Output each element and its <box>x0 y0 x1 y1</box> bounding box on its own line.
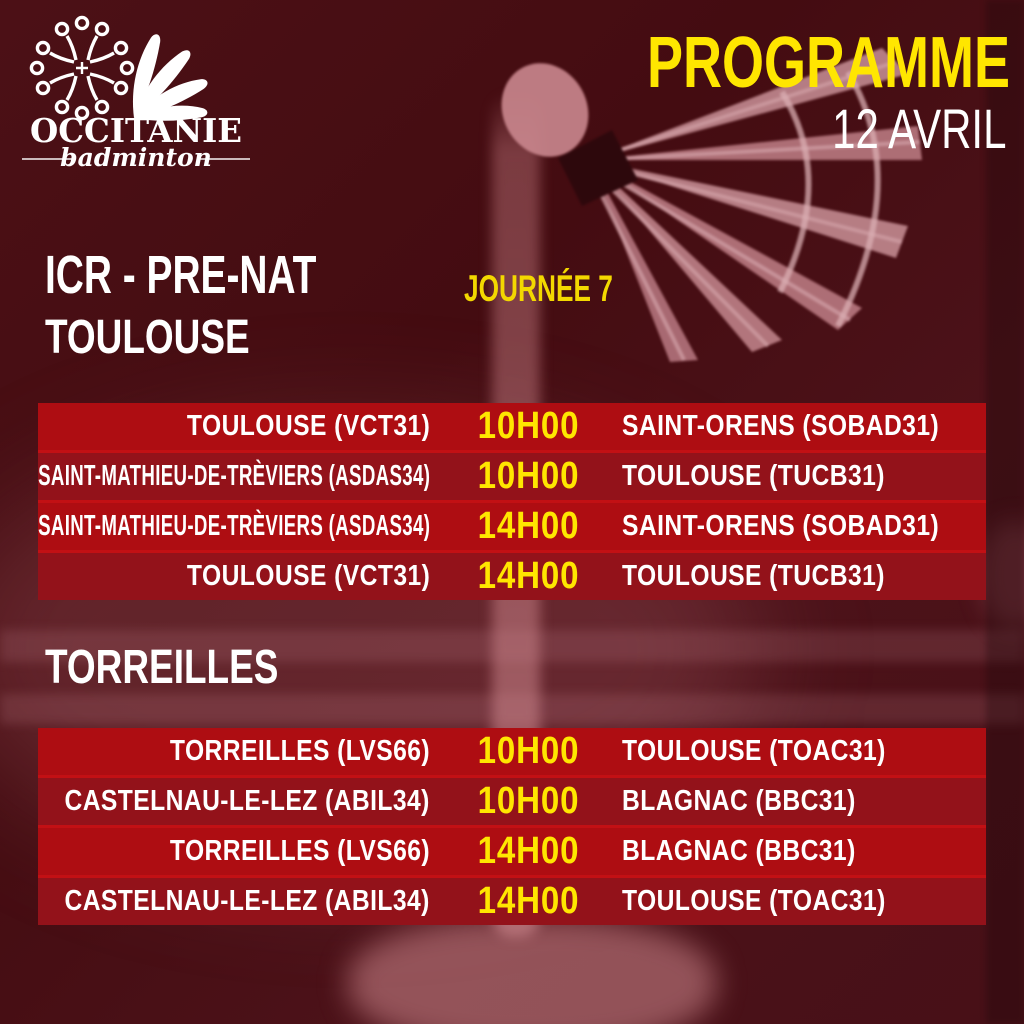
match-row: TOULOUSE (VCT31) 14H00 TOULOUSE (TUCB31) <box>38 553 986 600</box>
home-team-cell: SAINT-MATHIEU-DE-TRÈVIERS (ASDAS34) <box>38 460 430 492</box>
away-team-cell: SAINT-ORENS (SOBAD31) <box>622 410 940 442</box>
blurred-background-shape <box>980 520 1024 630</box>
shuttle-fan-icon <box>132 34 208 121</box>
time-cell: 10H00 <box>477 780 579 822</box>
time-cell: 10H00 <box>477 405 579 447</box>
away-team-cell: TOULOUSE (TUCB31) <box>622 560 885 592</box>
home-team-cell: TOULOUSE (VCT31) <box>186 560 430 592</box>
away-team-cell: TOULOUSE (TOAC31) <box>622 735 886 767</box>
away-team-cell: TOULOUSE (TUCB31) <box>622 460 885 492</box>
venue-heading-torreilles: TORREILLES <box>45 641 279 694</box>
home-team-cell: CASTELNAU-LE-LEZ (ABIL34) <box>64 785 430 817</box>
logo-title: OCCITANIE <box>30 111 242 150</box>
match-row: SAINT-MATHIEU-DE-TRÈVIERS (ASDAS34) 14H0… <box>38 503 986 550</box>
blurred-foreground-shape <box>348 918 716 1024</box>
away-team-cell: SAINT-ORENS (SOBAD31) <box>622 510 940 542</box>
time-cell: 14H00 <box>477 505 579 547</box>
time-cell: 14H00 <box>477 555 579 597</box>
match-row: SAINT-MATHIEU-DE-TRÈVIERS (ASDAS34) 10H0… <box>38 453 986 500</box>
occitanie-badminton-logo: OCCITANIE badminton <box>22 15 250 172</box>
home-team-cell: TOULOUSE (VCT31) <box>186 410 430 442</box>
time-cell: 10H00 <box>477 455 579 497</box>
home-team-cell: CASTELNAU-LE-LEZ (ABIL34) <box>64 885 430 917</box>
match-row: CASTELNAU-LE-LEZ (ABIL34) 10H00 BLAGNAC … <box>38 778 986 825</box>
match-row: CASTELNAU-LE-LEZ (ABIL34) 14H00 TOULOUSE… <box>38 878 986 925</box>
away-team-cell: BLAGNAC (BBC31) <box>622 835 856 867</box>
time-cell: 10H00 <box>477 730 579 772</box>
match-table-torreilles: TORREILLES (LVS66) 10H00 TOULOUSE (TOAC3… <box>38 728 986 925</box>
match-row: TORREILLES (LVS66) 10H00 TOULOUSE (TOAC3… <box>38 728 986 775</box>
logo-subtitle: badminton <box>60 143 212 172</box>
time-cell: 14H00 <box>477 830 579 872</box>
header-date: 12 AVRIL <box>831 97 1006 160</box>
time-cell: 14H00 <box>477 880 579 922</box>
home-team-cell: TORREILLES (LVS66) <box>169 735 430 767</box>
match-table-toulouse: TOULOUSE (VCT31) 10H00 SAINT-ORENS (SOBA… <box>38 403 986 600</box>
header-title: PROGRAMME <box>647 23 1010 103</box>
home-team-cell: TORREILLES (LVS66) <box>169 835 430 867</box>
occitan-cross-icon <box>29 15 135 121</box>
match-row: TOULOUSE (VCT31) 10H00 SAINT-ORENS (SOBA… <box>38 403 986 450</box>
venue-heading-toulouse: TOULOUSE <box>45 311 250 364</box>
away-team-cell: BLAGNAC (BBC31) <box>622 785 856 817</box>
home-team-cell: SAINT-MATHIEU-DE-TRÈVIERS (ASDAS34) <box>38 510 430 542</box>
away-team-cell: TOULOUSE (TOAC31) <box>622 885 886 917</box>
match-row: TORREILLES (LVS66) 14H00 BLAGNAC (BBC31) <box>38 828 986 875</box>
court-floor-line <box>0 694 1024 724</box>
competition-title: ICR - PRE-NAT <box>45 245 317 305</box>
journee-label: JOURNÉE 7 <box>464 268 613 309</box>
